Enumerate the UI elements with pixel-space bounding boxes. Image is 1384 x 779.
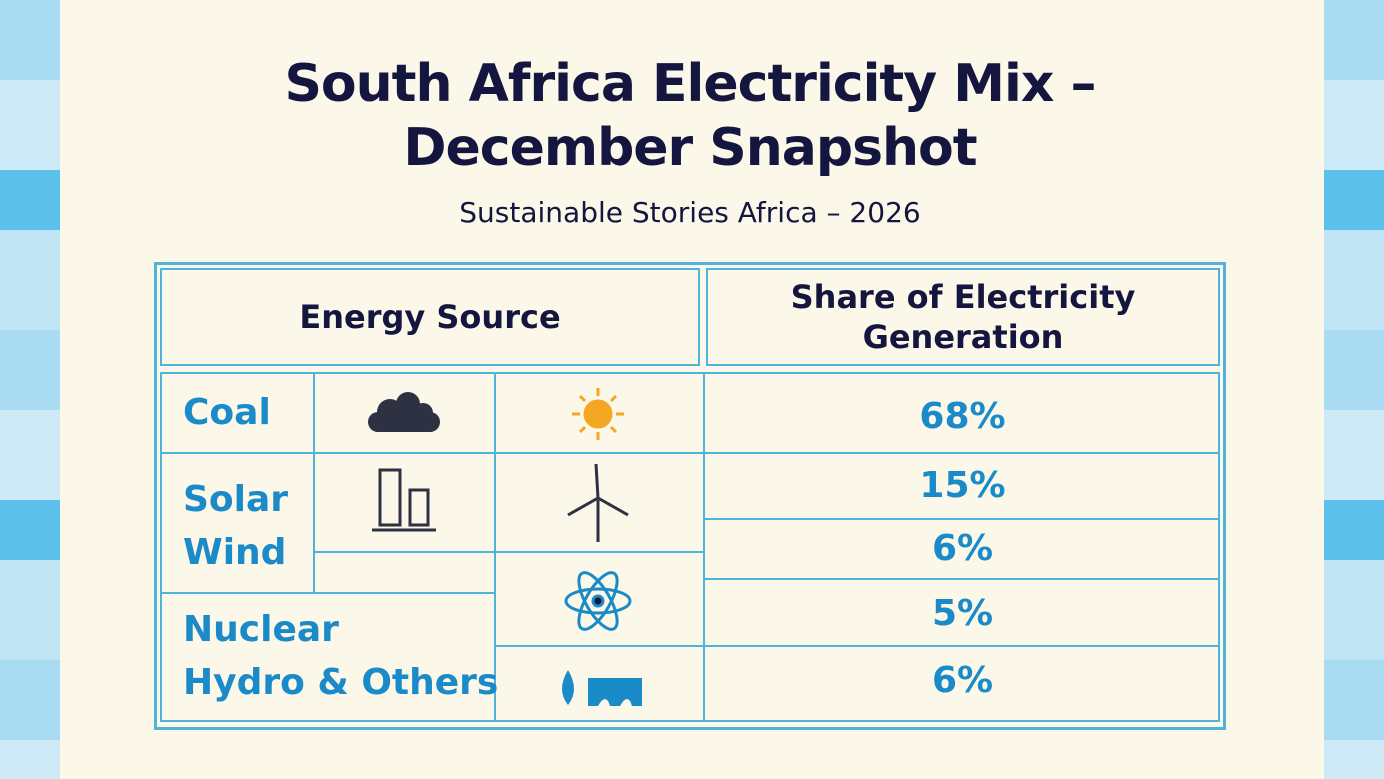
rule — [160, 452, 1220, 454]
header-text: Energy Source — [299, 298, 561, 336]
source-label: Wind — [183, 532, 287, 573]
table-frame — [154, 262, 1226, 730]
factory-icon — [372, 468, 436, 532]
rule — [313, 551, 705, 553]
title: South Africa Electricity Mix – December … — [284, 54, 1096, 178]
share-value: 68% — [919, 396, 1006, 437]
hydro-icon — [562, 670, 642, 706]
decor-strip — [0, 0, 60, 779]
rule — [703, 372, 705, 722]
atom-icon — [564, 571, 632, 631]
header-text: Share of Electricity Generation — [790, 278, 1136, 356]
rule — [705, 518, 1220, 520]
rule — [313, 372, 315, 592]
rule — [494, 372, 496, 722]
cloud-icon — [368, 392, 440, 432]
decor-strip — [1324, 0, 1384, 779]
share-value: 15% — [919, 465, 1006, 506]
source-label: Solar — [183, 479, 289, 520]
share-value: 6% — [931, 528, 994, 569]
body-frame — [160, 372, 1220, 722]
subtitle: Sustainable Stories Africa – 2026 — [459, 196, 921, 229]
turbine-icon — [567, 463, 629, 542]
source-label: Coal — [183, 392, 271, 433]
sun-icon — [572, 388, 624, 440]
share-value: 5% — [931, 593, 994, 634]
header-cell: Energy Source — [160, 268, 700, 366]
rule — [160, 592, 496, 594]
source-label: Hydro & Others — [183, 662, 499, 703]
share-value: 6% — [931, 660, 994, 701]
rule — [705, 578, 1220, 580]
source-label: Nuclear — [183, 609, 339, 650]
rule — [494, 645, 1220, 647]
header-cell: Share of Electricity Generation — [706, 268, 1220, 366]
